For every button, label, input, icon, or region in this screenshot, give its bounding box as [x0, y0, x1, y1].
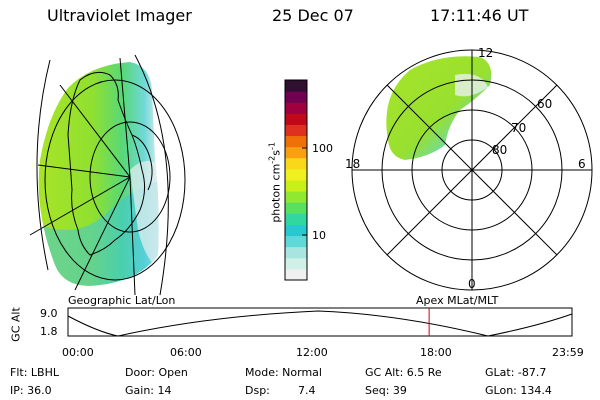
left-outer-limb-right [134, 54, 169, 296]
colorbar-tick-100: 100 [312, 142, 333, 155]
timeline-ytick-bottom: 1.8 [40, 325, 58, 338]
timeline-xtick-0: 00:00 [62, 346, 94, 359]
colorbar-cell [285, 257, 307, 270]
colorbar [284, 79, 308, 281]
colorbar-cell [285, 102, 307, 114]
colorbar-cell [285, 246, 307, 259]
altitude-timeline [67, 307, 573, 337]
timeline-ytick-top: 9.0 [40, 307, 58, 320]
left-meridian-3 [29, 176, 131, 236]
colorbar-cell [285, 268, 307, 281]
timeline-xtick-1: 06:00 [170, 346, 202, 359]
colorbar-tick-10: 10 [312, 229, 326, 242]
mlat-label-80: 80 [492, 143, 508, 157]
mlt-label-18: 18 [345, 157, 361, 171]
colorbar-cell [285, 191, 307, 203]
glon-info: GLon: 134.4 [485, 384, 552, 397]
seq-info: Seq: 39 [365, 384, 407, 397]
ip-info: IP: 36.0 [10, 384, 52, 397]
mlt-label-0: 0 [468, 277, 476, 291]
mlt-label-6: 6 [578, 157, 586, 171]
colorbar-unit-label: photon cm-2s-1 [267, 142, 283, 223]
left-meridian-2 [37, 164, 131, 178]
colorbar-cell [285, 146, 307, 159]
timeline-xtick-2: 12:00 [296, 346, 328, 359]
apex-caption: Apex MLat/MLT [416, 294, 499, 307]
dsp-label: Dsp: [245, 384, 270, 397]
glat-info: GLat: -87.7 [485, 366, 547, 379]
left-cyan-patch [40, 180, 159, 286]
left-meridian-1 [59, 84, 131, 178]
colorbar-cell [285, 135, 307, 148]
door-info: Door: Open [125, 366, 188, 379]
gain-info: Gain: 14 [125, 384, 172, 397]
antarctica-coastline [67, 71, 146, 256]
left-meridian-4 [74, 176, 131, 291]
colorbar-cell [285, 113, 307, 125]
right-emission-region [386, 56, 492, 160]
colorbar-cell [285, 202, 307, 214]
mlat-label-60: 60 [537, 97, 553, 111]
colorbar-cell [285, 213, 307, 225]
time-label: 17:11:46 UT [430, 6, 529, 25]
colorbar-cell [285, 80, 307, 92]
colorbar-cell [285, 180, 307, 192]
dsp-value: 7.4 [298, 384, 316, 397]
magnetic-polar-plot [351, 49, 593, 291]
coastline-detail [131, 134, 153, 191]
timeline-axis-label: GC Alt [9, 307, 23, 342]
mlt-line-diag-2 [386, 84, 558, 256]
instrument-title: Ultraviolet Imager [47, 6, 192, 25]
colorbar-cell [285, 235, 307, 248]
colorbar-cell [285, 168, 307, 181]
colorbar-cell [285, 157, 307, 170]
mode-info: Mode: Normal [245, 366, 322, 379]
mlat-label-70: 70 [511, 121, 527, 135]
geographic-image [29, 54, 186, 296]
mlt-label-12: 12 [478, 46, 494, 60]
colorbar-cell [285, 91, 307, 103]
left-lat-circle-2 [44, 79, 186, 281]
left-meridian-5 [129, 176, 136, 296]
left-lat-circle-1 [89, 121, 171, 233]
colorbar-cell [285, 124, 307, 137]
date-label: 25 Dec 07 [272, 6, 354, 25]
geographic-caption: Geographic Lat/Lon [68, 294, 176, 307]
left-white-patch [130, 161, 159, 270]
timeline-xtick-3: 18:00 [420, 346, 452, 359]
filter-info: Flt: LBHL [10, 366, 59, 379]
gc-alt-info: GC Alt: 6.5 Re [365, 366, 442, 379]
left-outer-limb [36, 59, 51, 271]
colorbar-cell [285, 224, 307, 237]
timeline-xtick-4: 23:59 [552, 346, 584, 359]
altitude-curve [67, 310, 573, 337]
